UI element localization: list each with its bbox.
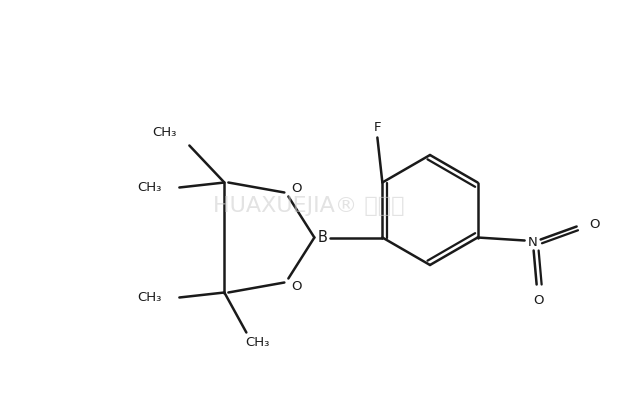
Text: O: O bbox=[291, 182, 302, 195]
Text: O: O bbox=[291, 280, 302, 293]
Text: O: O bbox=[589, 218, 600, 231]
Text: O: O bbox=[533, 294, 544, 307]
Text: HUAXUEJIA® 化学机: HUAXUEJIA® 化学机 bbox=[213, 196, 404, 216]
Text: CH₃: CH₃ bbox=[137, 291, 162, 304]
Text: N: N bbox=[528, 236, 537, 249]
Text: B: B bbox=[317, 230, 327, 245]
Text: F: F bbox=[374, 121, 381, 134]
Text: CH₃: CH₃ bbox=[152, 126, 176, 139]
Text: CH₃: CH₃ bbox=[137, 181, 162, 194]
Text: CH₃: CH₃ bbox=[245, 336, 270, 349]
